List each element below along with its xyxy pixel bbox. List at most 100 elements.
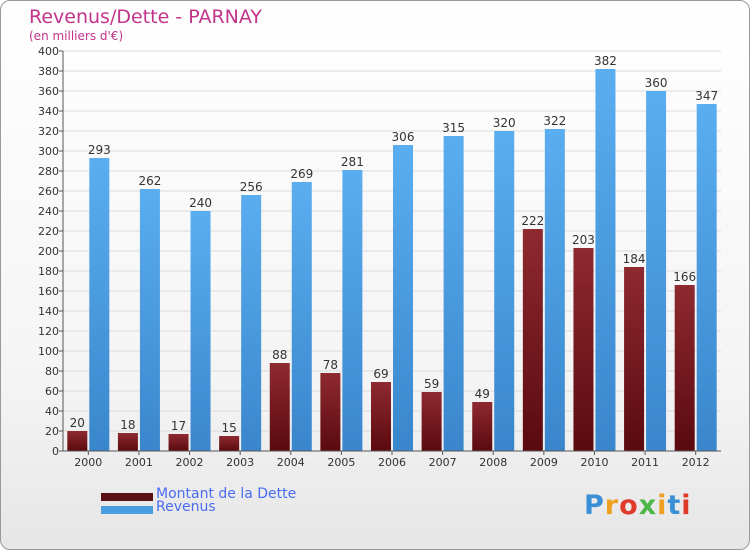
label-revenus-2009: 322 (543, 114, 566, 128)
logo-letter: x (638, 490, 658, 521)
bar-dette-2001 (117, 433, 138, 451)
chart-subtitle: (en milliers d'€) (29, 29, 124, 43)
label-dette-2007: 59 (424, 377, 439, 391)
logo-letter: P (584, 490, 605, 521)
x-tick-label: 2010 (580, 456, 608, 469)
y-tick-label: 280 (38, 165, 59, 178)
legend-swatch-dette (101, 493, 153, 501)
bar-dette-2004 (269, 363, 290, 451)
label-revenus-2012: 347 (695, 89, 718, 103)
label-revenus-2000: 293 (88, 143, 111, 157)
bar-revenus-2009 (544, 129, 565, 451)
bars (67, 69, 717, 451)
bar-revenus-2012 (696, 104, 717, 451)
bar-dette-2008 (472, 402, 493, 451)
y-tick-label: 240 (38, 205, 59, 218)
x-tick-label: 2005 (327, 456, 355, 469)
bar-dette-2005 (320, 373, 341, 451)
bar-revenus-2004 (291, 182, 312, 451)
x-tick-label: 2011 (631, 456, 659, 469)
y-tick-label: 320 (38, 125, 59, 138)
y-tick-label: 160 (38, 285, 59, 298)
legend-label-revenus: Revenus (156, 499, 216, 515)
x-tick-label: 2004 (277, 456, 305, 469)
label-dette-2011: 184 (623, 252, 646, 266)
logo-letter: i (681, 490, 692, 521)
label-revenus-2001: 262 (138, 174, 161, 188)
y-axis-ticks: 0 20 40 60 80 100 120 140 160 180 200 220 240 260 280 3… (38, 45, 63, 458)
label-revenus-2007: 315 (442, 121, 465, 135)
proxiti-logo: Proxiti (584, 490, 692, 521)
label-revenus-2003: 256 (240, 180, 263, 194)
grid-lines (63, 50, 721, 432)
y-tick-label: 100 (38, 345, 59, 358)
bar-revenus-2002 (190, 211, 211, 451)
x-tick-label: 2002 (176, 456, 204, 469)
y-tick-label: 20 (45, 425, 59, 438)
y-tick-label: 300 (38, 145, 59, 158)
y-tick-label: 40 (45, 405, 59, 418)
bar-dette-2012 (674, 285, 695, 451)
bar-revenus-2008 (494, 131, 515, 451)
logo-letter: r (604, 490, 620, 521)
y-tick-label: 260 (38, 185, 59, 198)
y-tick-label: 400 (38, 45, 59, 58)
label-revenus-2010: 382 (594, 54, 617, 68)
bar-dette-2006 (371, 382, 391, 451)
label-revenus-2005: 281 (341, 155, 364, 169)
bar-dette-2009 (522, 229, 543, 451)
y-tick-label: 360 (38, 85, 59, 98)
label-dette-2003: 15 (222, 421, 237, 435)
bar-dette-2002 (168, 434, 189, 451)
y-tick-label: 220 (38, 225, 59, 238)
bar-revenus-2010 (595, 69, 616, 451)
x-tick-label: 2008 (479, 456, 507, 469)
x-tick-label: 2009 (530, 456, 558, 469)
y-tick-label: 200 (38, 245, 59, 258)
legend-swatch-revenus (101, 506, 153, 514)
bar-revenus-2000 (89, 158, 110, 451)
logo-letter: t (667, 490, 682, 521)
y-tick-label: 180 (38, 265, 59, 278)
bar-dette-2010 (573, 248, 594, 451)
logo-letter: o (619, 490, 639, 521)
label-dette-2012: 166 (673, 270, 696, 284)
y-tick-label: 120 (38, 325, 59, 338)
bar-dette-2003 (219, 436, 240, 451)
x-tick-label: 2012 (682, 456, 710, 469)
label-dette-2009: 222 (521, 214, 544, 228)
x-tick-label: 2006 (378, 456, 406, 469)
chart-title: Revenus/Dette - PARNAY (29, 6, 262, 28)
label-revenus-2004: 269 (290, 167, 313, 181)
bar-dette-2007 (421, 392, 442, 451)
x-tick-label: 2000 (74, 456, 102, 469)
x-tick-label: 2007 (429, 456, 457, 469)
label-dette-2004: 88 (272, 348, 287, 362)
y-tick-label: 340 (38, 105, 59, 118)
label-dette-2005: 78 (323, 358, 338, 372)
label-dette-2001: 18 (120, 418, 135, 432)
bar-revenus-2005 (342, 170, 363, 451)
legend-label-dette: Montant de la Dette (156, 486, 297, 502)
label-dette-2002: 17 (171, 419, 186, 433)
label-dette-2006: 69 (373, 367, 388, 381)
label-revenus-2002: 240 (189, 196, 212, 210)
data-labels: 20 293 18 262 17 240 15 256 88 269 78 281 69 306 59 315… (70, 54, 718, 435)
logo-letter: i (657, 490, 668, 521)
bar-revenus-2006 (393, 145, 413, 451)
x-axis-ticks: 2000 2001 2002 2003 2004 2005 2006 2007 2008 2009… (74, 451, 710, 469)
label-revenus-2008: 320 (493, 116, 516, 130)
bar-dette-2011 (624, 267, 645, 451)
label-dette-2010: 203 (572, 233, 595, 247)
bar-revenus-2011 (646, 91, 667, 451)
bar-revenus-2007 (443, 136, 464, 451)
bar-revenus-2003 (241, 195, 262, 451)
label-dette-2000: 20 (70, 416, 85, 430)
bar-dette-2000 (67, 431, 88, 451)
label-dette-2008: 49 (475, 387, 490, 401)
y-tick-label: 140 (38, 305, 59, 318)
y-tick-label: 380 (38, 65, 59, 78)
y-tick-label: 60 (45, 385, 59, 398)
